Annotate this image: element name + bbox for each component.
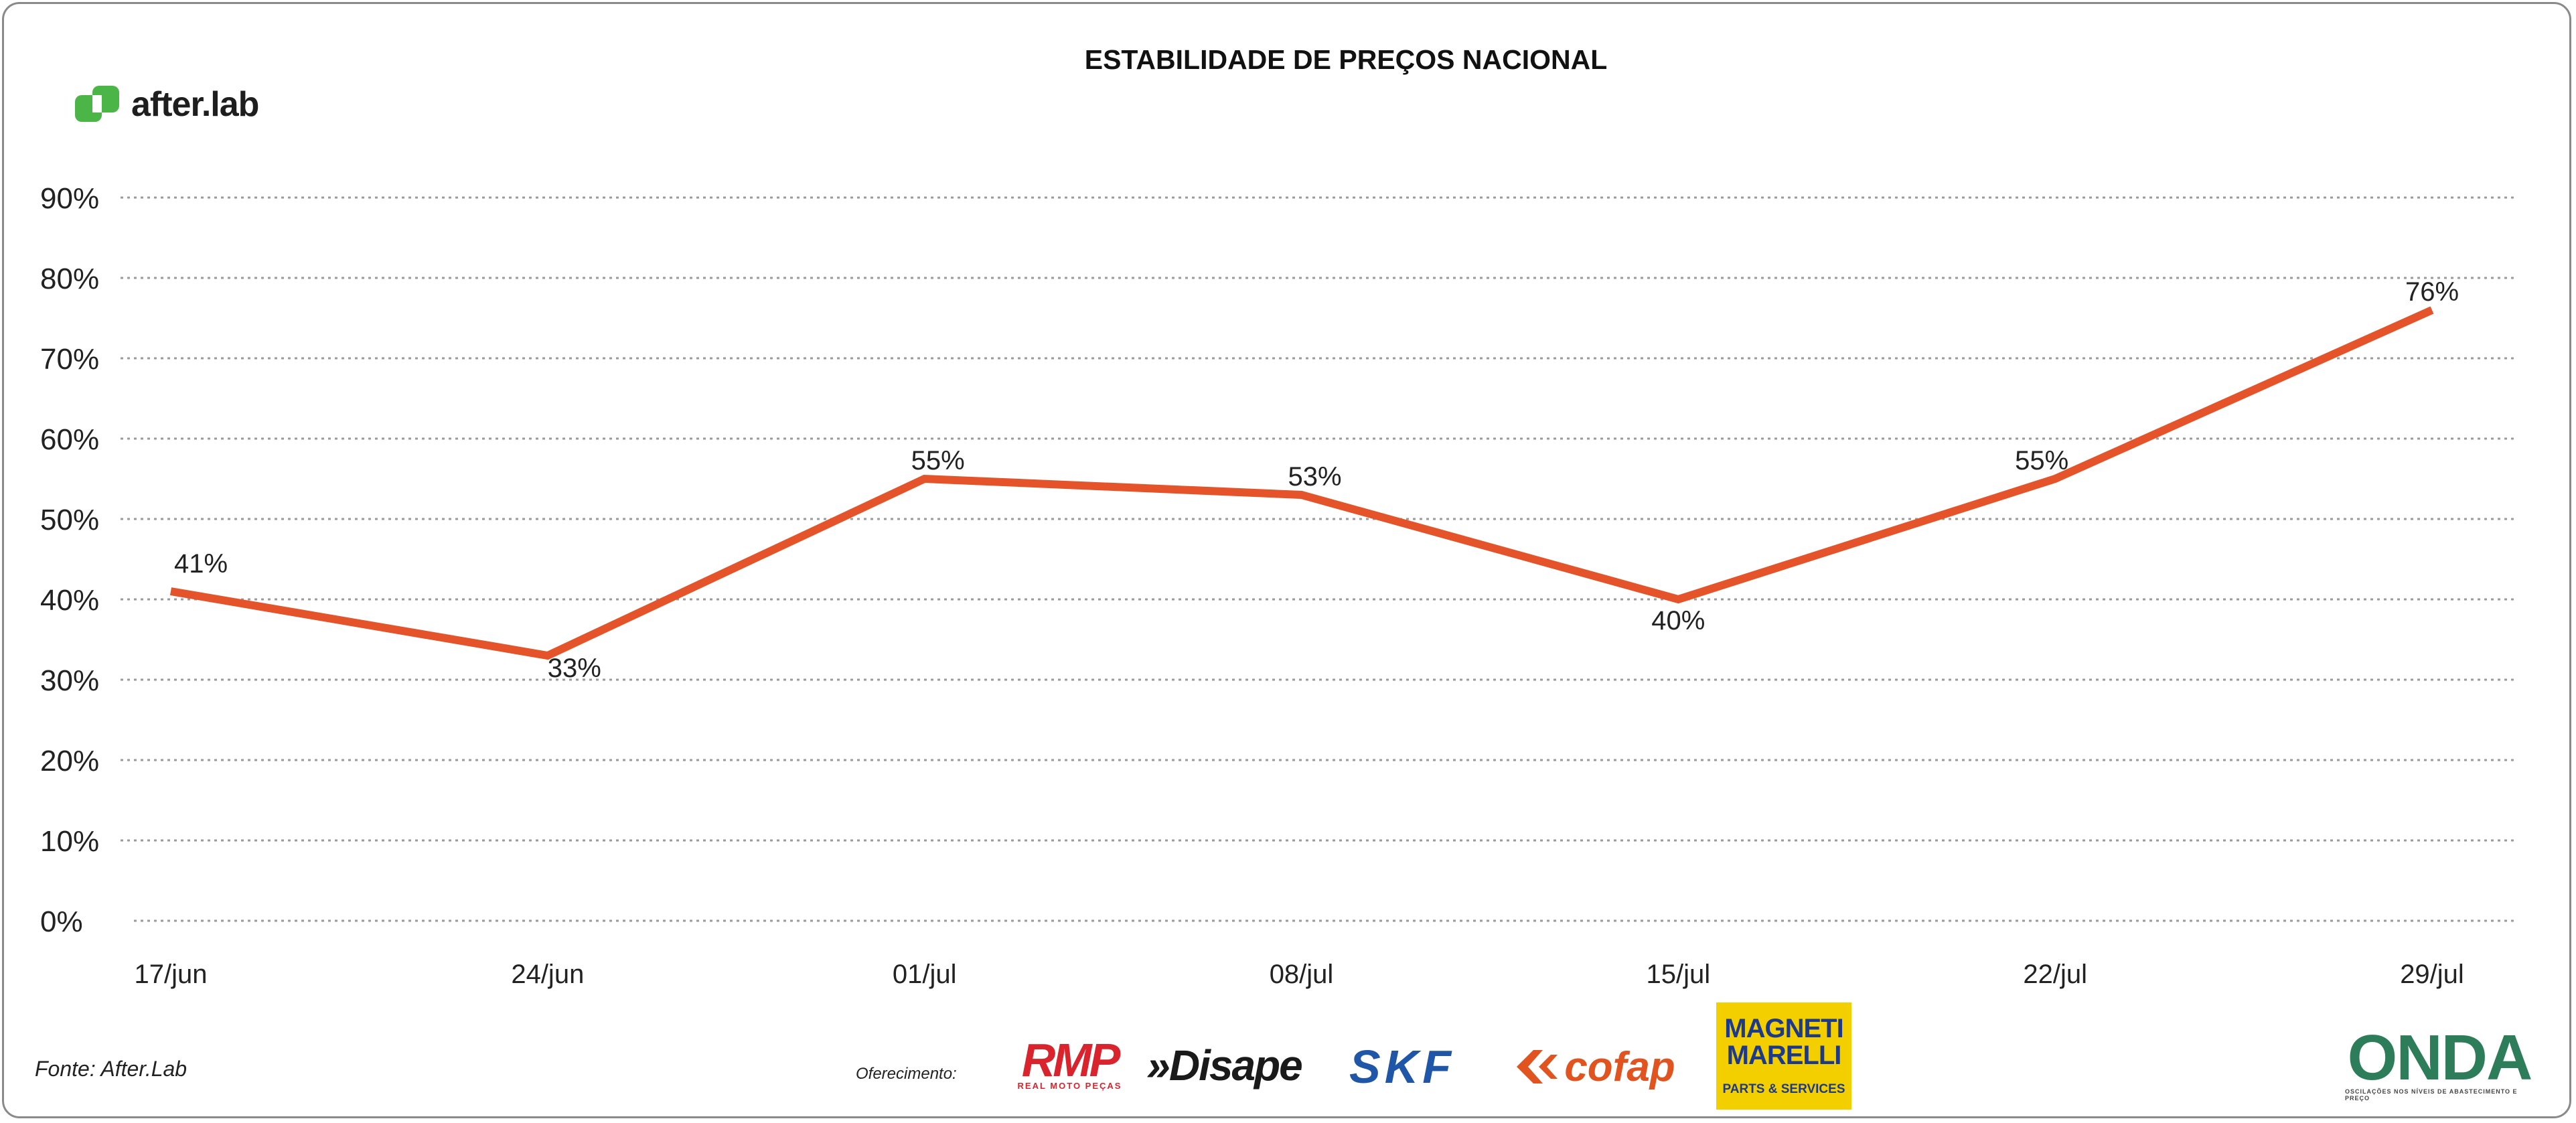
- data-label: 55%: [2015, 446, 2068, 475]
- data-labels: 41% 33% 55% 53% 40% 55% 76%: [174, 277, 2459, 683]
- sponsor-label: Oferecimento:: [856, 1065, 957, 1083]
- y-tick-label: 20%: [40, 745, 99, 777]
- data-label: 53%: [1288, 462, 1341, 492]
- y-tick-label: 50%: [40, 504, 99, 536]
- y-axis: 0% 10% 20% 30% 40% 50% 60% 70% 80% 90%: [40, 182, 99, 938]
- x-axis: 17/jun 24/jun 01/jul 08/jul 15/jul 22/jul 29/j…: [135, 960, 2464, 989]
- data-label: 40%: [1651, 606, 1705, 635]
- onda-logo: ONDA OSCILAÇÕES NOS NÍVEIS DE ABASTECIME…: [2345, 1022, 2534, 1102]
- brand-name: after.lab: [131, 85, 259, 124]
- y-tick-label: 80%: [40, 263, 99, 295]
- magneti-marelli-logo: MAGNETI MARELLI PARTS & SERVICES: [1716, 1002, 1851, 1110]
- x-tick-label: 22/jul: [2023, 960, 2087, 989]
- rmp-logo-text: RMP: [1021, 1033, 1121, 1086]
- magneti-logo-subtext: PARTS & SERVICES: [1722, 1082, 1845, 1096]
- data-label: 33%: [548, 654, 601, 683]
- onda-logo-text: ONDA: [2347, 1022, 2533, 1094]
- magneti-logo-text: MAGNETI MARELLI: [1724, 1014, 1843, 1070]
- x-tick-label: 29/jul: [2400, 960, 2464, 989]
- after-lab-logo-icon: [75, 86, 123, 123]
- x-tick-label: 15/jul: [1647, 960, 1711, 989]
- series-line: [169, 306, 2434, 660]
- source-note: Fonte: After.Lab: [35, 1057, 187, 1081]
- y-tick-label: 90%: [40, 182, 99, 215]
- series-polyline: [169, 306, 2434, 660]
- brand-logo: after.lab: [75, 84, 259, 125]
- x-tick-label: 08/jul: [1270, 960, 1334, 989]
- chart-title: ESTABILIDADE DE PREÇOS NACIONAL: [1084, 44, 1608, 75]
- line-chart: 0% 10% 20% 30% 40% 50% 60% 70% 80% 90% 17/jun 24/j…: [40, 182, 2514, 989]
- skf-logo: SKF: [1349, 1041, 1455, 1093]
- x-tick-label: 24/jun: [511, 960, 584, 989]
- data-label: 41%: [174, 549, 228, 579]
- x-tick-label: 01/jul: [893, 960, 957, 989]
- data-label: 55%: [911, 446, 965, 475]
- data-label: 76%: [2405, 277, 2459, 307]
- cofap-logo: cofap: [1499, 1042, 1690, 1092]
- y-tick-label: 30%: [40, 664, 99, 697]
- y-tick-label: 60%: [40, 423, 99, 456]
- y-tick-label: 10%: [40, 825, 99, 858]
- cofap-mark-icon: [1517, 1050, 1558, 1083]
- x-tick-label: 17/jun: [135, 960, 208, 989]
- y-tick-label: 70%: [40, 343, 99, 376]
- cofap-logo-text: cofap: [1564, 1043, 1675, 1090]
- disape-logo: »Disape: [1146, 1041, 1302, 1090]
- onda-logo-subtext: OSCILAÇÕES NOS NÍVEIS DE ABASTECIMENTO E…: [2345, 1088, 2518, 1102]
- rmp-logo: RMP REAL MOTO PEÇAS: [1011, 1033, 1128, 1092]
- y-tick-label: 40%: [40, 584, 99, 617]
- rmp-logo-subtext: REAL MOTO PEÇAS: [1017, 1080, 1122, 1091]
- grid-lines: [121, 196, 2514, 922]
- y-tick-label: 0%: [40, 905, 83, 938]
